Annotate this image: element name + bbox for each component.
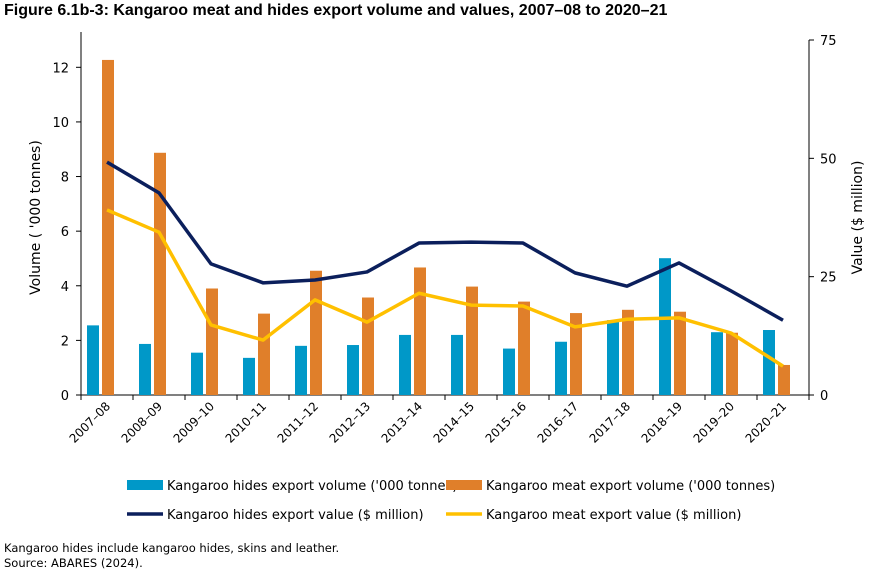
x-tick-label: 2020–21 [743, 399, 790, 446]
chart: 0 2 4 6 8 10 12 0 25 50 75 Volume ( '000 tonnes) Val… [28, 32, 866, 523]
bar-meat-volume [154, 152, 166, 395]
bar-meat-volume [622, 309, 634, 395]
bar-hides-volume [399, 334, 411, 395]
y-tick-label: 10 [52, 116, 69, 131]
y2-axis-label: Value ($ million) [850, 161, 866, 275]
bar-hides-volume [243, 357, 255, 395]
y-tick-label: 4 [61, 280, 69, 295]
y-tick-label: 12 [52, 61, 69, 76]
bar-meat-volume [414, 267, 426, 395]
bar-hides-volume [347, 345, 359, 395]
legend-swatch [446, 480, 482, 490]
y2-tick-label: 25 [820, 271, 837, 286]
bar-hides-volume [607, 320, 619, 395]
x-tick-label: 2018–19 [639, 399, 686, 446]
bar-hides-volume [139, 343, 151, 395]
note-line: Kangaroo hides include kangaroo hides, s… [4, 541, 340, 555]
notes: Kangaroo hides include kangaroo hides, s… [4, 541, 339, 571]
x-tick-label: 2012–13 [327, 399, 374, 446]
bar-hides-volume [295, 345, 307, 395]
bar-meat-volume [518, 301, 530, 395]
line-hides-value [106, 160, 784, 322]
y-tick-label: 8 [61, 171, 69, 186]
x-tick-label: 2017–18 [587, 399, 634, 446]
x-tick-label: 2014–15 [431, 399, 478, 446]
bar-hides-volume [451, 334, 463, 395]
bar-hides-volume [191, 352, 203, 395]
line-meat-value [106, 208, 784, 368]
bar-hides-volume [555, 341, 567, 395]
bar-hides-volume [659, 258, 671, 395]
bar-hides-volume [711, 332, 723, 395]
y-tick-label: 2 [61, 334, 69, 349]
x-tick-label: 2008–09 [119, 399, 166, 446]
bar-meat-volume [258, 313, 270, 395]
x-tick-label: 2013–14 [379, 399, 426, 446]
x-tick-label: 2011–12 [275, 399, 322, 446]
x-tick-label: 2015–16 [483, 399, 530, 446]
bar-meat-volume [466, 286, 478, 395]
legend-label: Kangaroo meat export volume ('000 tonnes… [486, 479, 775, 494]
y-tick-label: 0 [61, 389, 69, 404]
legend-swatch [127, 480, 163, 490]
bar-hides-volume [87, 325, 99, 395]
bar-meat-volume [206, 288, 218, 395]
legend-label: Kangaroo hides export value ($ million) [167, 508, 424, 523]
y2-tick-label: 50 [820, 152, 837, 167]
y2-tick-label: 0 [820, 389, 828, 404]
legend-label: Kangaroo meat export value ($ million) [486, 508, 741, 523]
bar-meat-volume [570, 313, 582, 395]
x-tick-label: 2007–08 [67, 399, 114, 446]
x-tick-label: 2016–17 [535, 399, 582, 446]
chart-title: Figure 6.1b-3: Kangaroo meat and hides e… [4, 2, 668, 19]
bar-hides-volume [763, 330, 775, 395]
y-tick-label: 6 [61, 225, 69, 240]
bar-meat-volume [102, 59, 114, 395]
legend-label: Kangaroo hides export volume ('000 tonne… [167, 479, 457, 494]
y2-tick-label: 75 [820, 34, 837, 49]
bar-meat-volume [674, 311, 686, 395]
bar-meat-volume [778, 364, 790, 395]
x-tick-label: 2019–20 [691, 399, 738, 446]
bar-hides-volume [503, 348, 515, 395]
y-axis-label: Volume ( '000 tonnes) [28, 140, 44, 295]
bar-meat-volume [362, 297, 374, 395]
source-line: Source: ABARES (2024). [4, 556, 143, 570]
x-tick-label: 2009–10 [171, 399, 218, 446]
x-tick-label: 2010–11 [223, 399, 270, 446]
bar-meat-volume [726, 332, 738, 395]
bar-meat-volume [310, 270, 322, 395]
